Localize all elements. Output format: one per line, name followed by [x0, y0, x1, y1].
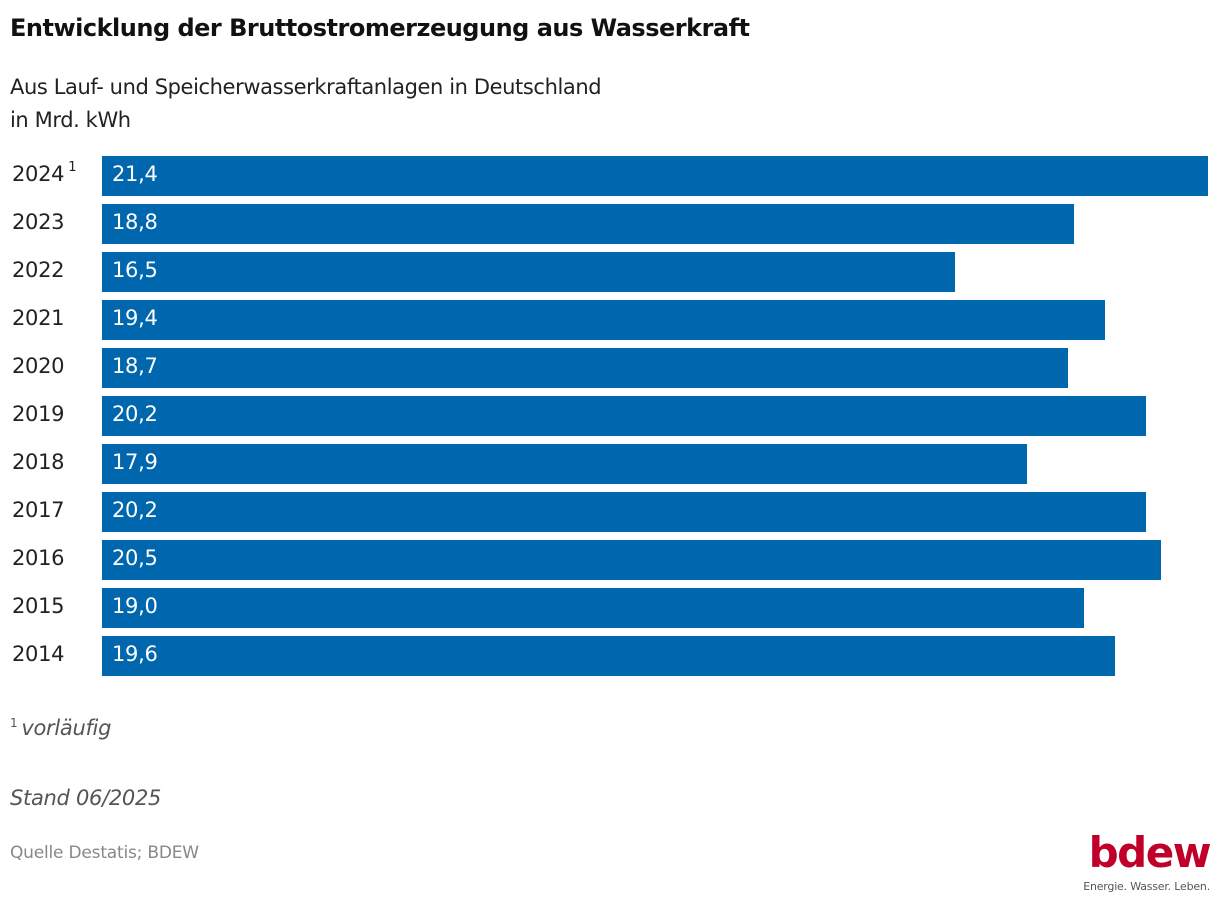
- category-label-text: 2015: [12, 594, 65, 618]
- bar: 19,0: [102, 588, 1084, 628]
- data-label: 16,5: [112, 258, 158, 282]
- category-label: 2020: [12, 354, 65, 378]
- chart-subtitle: Aus Lauf- und Speicherwasserkraftanlagen…: [10, 71, 602, 137]
- footnote-mark: 1: [10, 716, 18, 730]
- source-note: Quelle Destatis; BDEW: [10, 843, 199, 863]
- bar: 18,7: [102, 348, 1068, 388]
- data-label: 18,8: [112, 210, 158, 234]
- category-label: 2021: [12, 306, 65, 330]
- data-label: 18,7: [112, 354, 158, 378]
- category-label: 2015: [12, 594, 65, 618]
- category-label: 2019: [12, 402, 65, 426]
- data-label: 20,5: [112, 546, 158, 570]
- data-label: 19,6: [112, 642, 158, 666]
- subtitle-unit: in Mrd. kWh: [10, 108, 131, 132]
- footnote-text: vorläufig: [21, 716, 112, 740]
- data-label: 19,0: [112, 594, 158, 618]
- category-label-text: 2020: [12, 354, 65, 378]
- bar: 20,2: [102, 492, 1146, 532]
- bar: 20,5: [102, 540, 1161, 580]
- category-label: 2016: [12, 546, 65, 570]
- bar: 21,4: [102, 156, 1208, 196]
- bar: 20,2: [102, 396, 1146, 436]
- footnote: 1 vorläufig: [10, 716, 111, 740]
- bdew-logo: bdew Energie. Wasser. Leben.: [1080, 830, 1220, 900]
- data-label: 17,9: [112, 450, 158, 474]
- bar: 19,4: [102, 300, 1105, 340]
- category-label: 2022: [12, 258, 65, 282]
- data-label: 21,4: [112, 162, 158, 186]
- category-label: 2023: [12, 210, 65, 234]
- category-label-text: 2021: [12, 306, 65, 330]
- data-label: 19,4: [112, 306, 158, 330]
- category-label-text: 2023: [12, 210, 65, 234]
- data-status: Stand 06/2025: [10, 786, 162, 810]
- category-label-text: 2018: [12, 450, 65, 474]
- bar: 18,8: [102, 204, 1074, 244]
- category-label-text: 2024: [12, 162, 65, 186]
- data-label: 20,2: [112, 498, 158, 522]
- logo-wordmark: bdew: [1088, 828, 1212, 877]
- category-label-text: 2022: [12, 258, 65, 282]
- data-label: 20,2: [112, 402, 158, 426]
- category-label-text: 2017: [12, 498, 65, 522]
- category-label-text: 2014: [12, 642, 65, 666]
- category-label: 2018: [12, 450, 65, 474]
- logo-claim: Energie. Wasser. Leben.: [1083, 880, 1210, 893]
- category-footnote-mark: 1: [68, 160, 77, 175]
- category-label: 2017: [12, 498, 65, 522]
- category-label: 2014: [12, 642, 65, 666]
- chart-title: Entwicklung der Bruttostromerzeugung aus…: [10, 14, 750, 42]
- bar: 17,9: [102, 444, 1027, 484]
- bar: 16,5: [102, 252, 955, 292]
- category-label-text: 2019: [12, 402, 65, 426]
- category-label: 2024 1: [12, 160, 77, 186]
- subtitle-description: Aus Lauf- und Speicherwasserkraftanlagen…: [10, 75, 602, 99]
- bar: 19,6: [102, 636, 1115, 676]
- category-label-text: 2016: [12, 546, 65, 570]
